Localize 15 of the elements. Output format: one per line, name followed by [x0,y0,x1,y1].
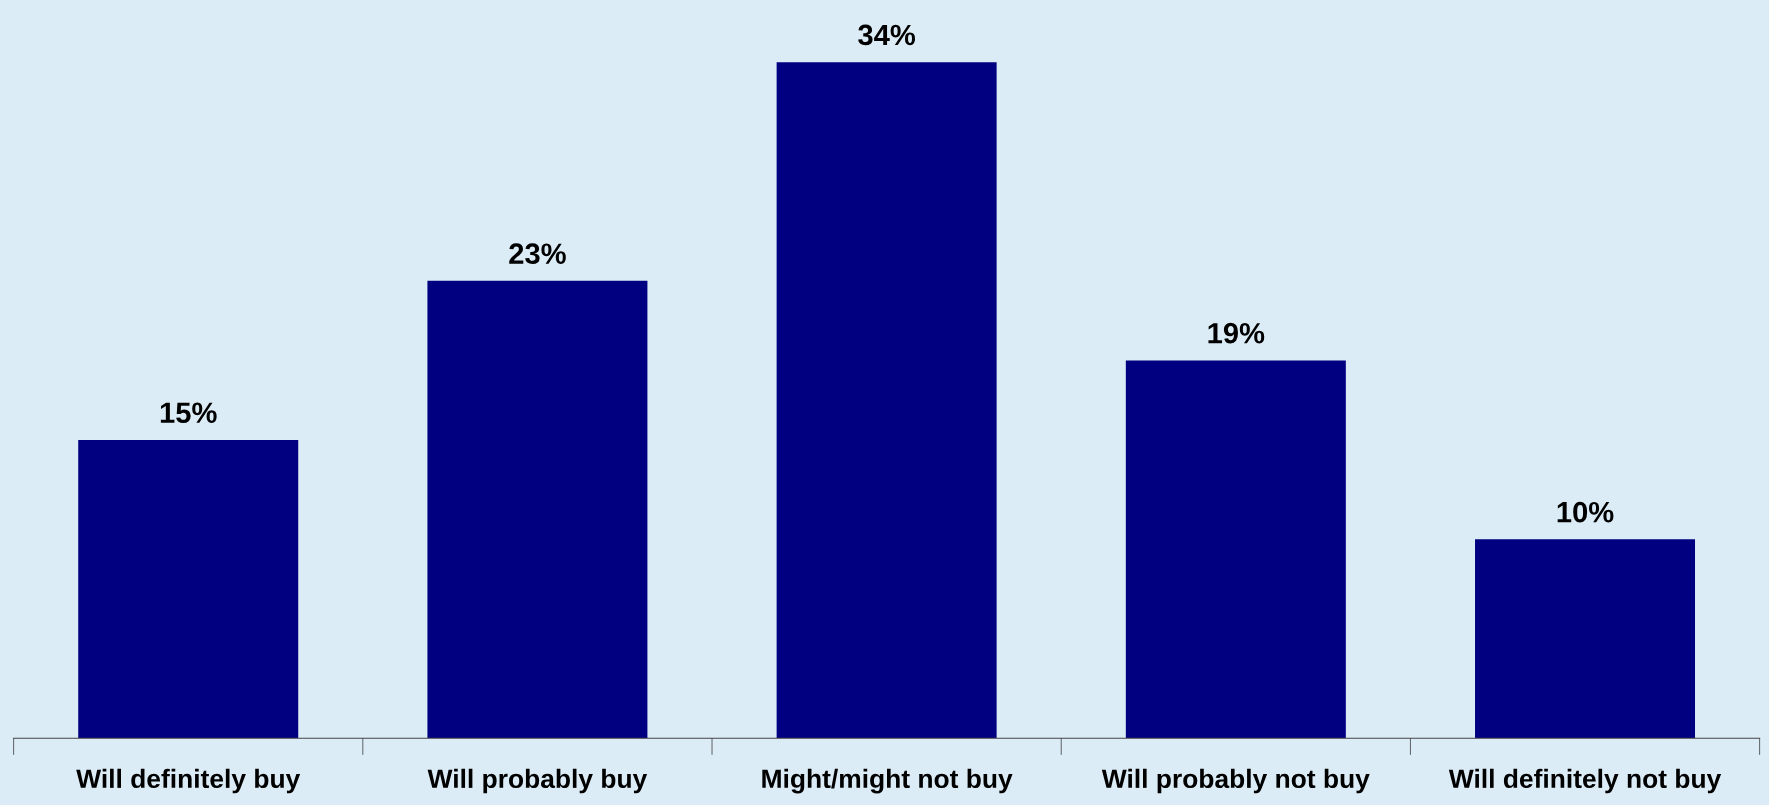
x-tick-label: Will definitely not buy [1448,768,1722,794]
x-tick-label: Will definitely buy [76,768,301,794]
data-label: 10% [1557,501,1614,523]
bar [776,62,997,739]
data-label: 23% [509,243,566,265]
data-label: 34% [858,24,916,46]
bar [427,280,648,739]
x-tick-label: Might/might not buy [762,768,1013,794]
bar [78,439,299,739]
data-label: 19% [1208,322,1265,344]
data-label: 15% [160,402,217,424]
x-tick-label: Will probably buy [427,768,648,794]
bar [1475,539,1696,739]
bar [1125,360,1346,739]
x-tick-label: Will probably not buy [1101,768,1370,794]
